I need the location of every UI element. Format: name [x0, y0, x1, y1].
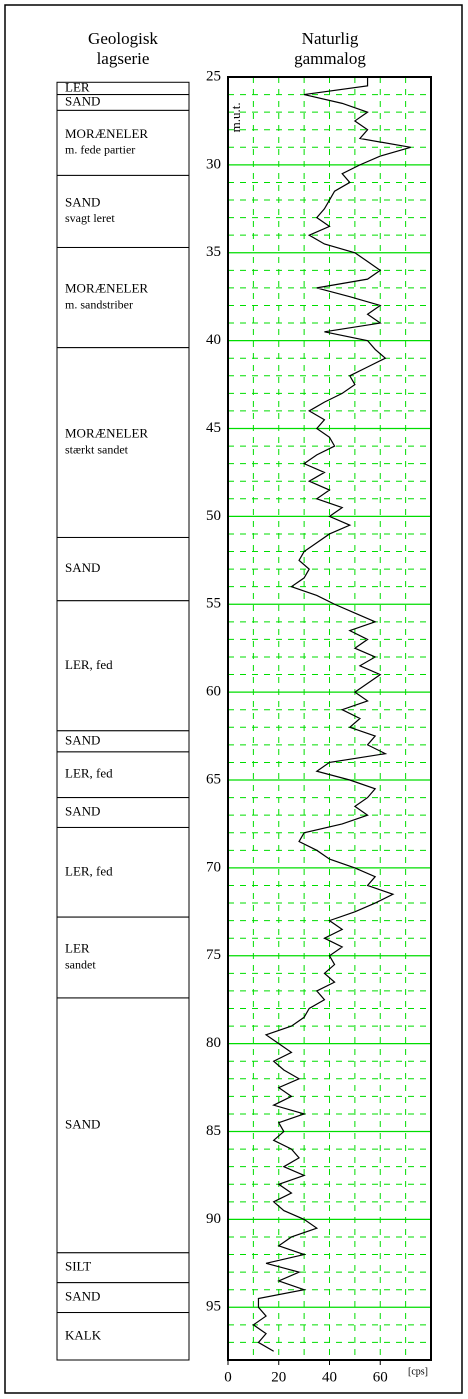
- layer: [56, 997, 190, 1254]
- y-tick-label: 95: [206, 1299, 221, 1315]
- layer-name: MORÆNELER: [65, 281, 148, 296]
- layer: [56, 1312, 190, 1361]
- layer: [56, 916, 190, 999]
- layer-name: SAND: [65, 1289, 100, 1304]
- y-tick-label: 30: [206, 156, 221, 172]
- lithology-title: lagserie: [97, 49, 150, 68]
- y-tick-label: 50: [206, 508, 221, 524]
- layer-name: MORÆNELER: [65, 426, 148, 441]
- plot-frame: [227, 76, 432, 1361]
- layer-note: sandet: [65, 957, 96, 971]
- y-tick-label: 65: [206, 771, 221, 787]
- y-tick-label: 75: [206, 947, 221, 963]
- layer: [56, 246, 190, 349]
- x-tick-label: 0: [224, 1369, 232, 1385]
- layer-name: LER: [65, 79, 90, 94]
- frame: [4, 4, 463, 1394]
- layer: [56, 826, 190, 918]
- layer-name: LER: [65, 941, 90, 956]
- y-tick-label: 55: [206, 596, 221, 612]
- layer-note: stærkt sandet: [65, 442, 129, 456]
- layer: [56, 174, 190, 248]
- y-tick-label: 85: [206, 1123, 221, 1139]
- x-axis-label: [cps]: [408, 1366, 428, 1377]
- layer: [56, 600, 190, 732]
- log-title: Naturlig: [302, 29, 359, 48]
- log-title: gammalog: [294, 49, 366, 68]
- y-tick-label: 35: [206, 244, 221, 260]
- y-tick-label: 80: [206, 1035, 221, 1051]
- lithology-title: Geologisk: [88, 29, 158, 48]
- layer-name: SAND: [65, 732, 100, 747]
- layer-name: SILT: [65, 1259, 91, 1274]
- layer: [56, 1282, 190, 1314]
- layer-note: m. fede partier: [65, 143, 135, 157]
- layer-note: m. sandstriber: [65, 297, 133, 311]
- layer-name: SAND: [65, 194, 100, 209]
- x-tick-label: 40: [322, 1369, 337, 1385]
- layer-name: SAND: [65, 1116, 100, 1131]
- layer-name: MORÆNELER: [65, 126, 148, 141]
- layer: [56, 751, 190, 799]
- layer-name: LER, fed: [65, 657, 113, 672]
- layer-name: KALK: [65, 1327, 102, 1342]
- x-tick-label: 60: [373, 1369, 388, 1385]
- layer-note: svagt leret: [65, 211, 115, 225]
- gamma-curve: [252, 77, 411, 1352]
- layer-name: LER, fed: [65, 766, 113, 781]
- layer-name: SAND: [65, 804, 100, 819]
- layer-name: SAND: [65, 93, 100, 108]
- y-axis-label: m.u.t.: [228, 102, 243, 132]
- layer: [56, 1252, 190, 1284]
- y-tick-label: 90: [206, 1211, 221, 1227]
- layer-name: LER, fed: [65, 863, 113, 878]
- x-tick-label: 20: [271, 1369, 286, 1385]
- y-tick-label: 25: [206, 68, 221, 84]
- y-tick-label: 60: [206, 684, 221, 700]
- y-tick-label: 40: [206, 332, 221, 348]
- y-tick-label: 45: [206, 420, 221, 436]
- y-tick-label: 70: [206, 859, 221, 875]
- layer-name: SAND: [65, 560, 100, 575]
- layer: [56, 109, 190, 176]
